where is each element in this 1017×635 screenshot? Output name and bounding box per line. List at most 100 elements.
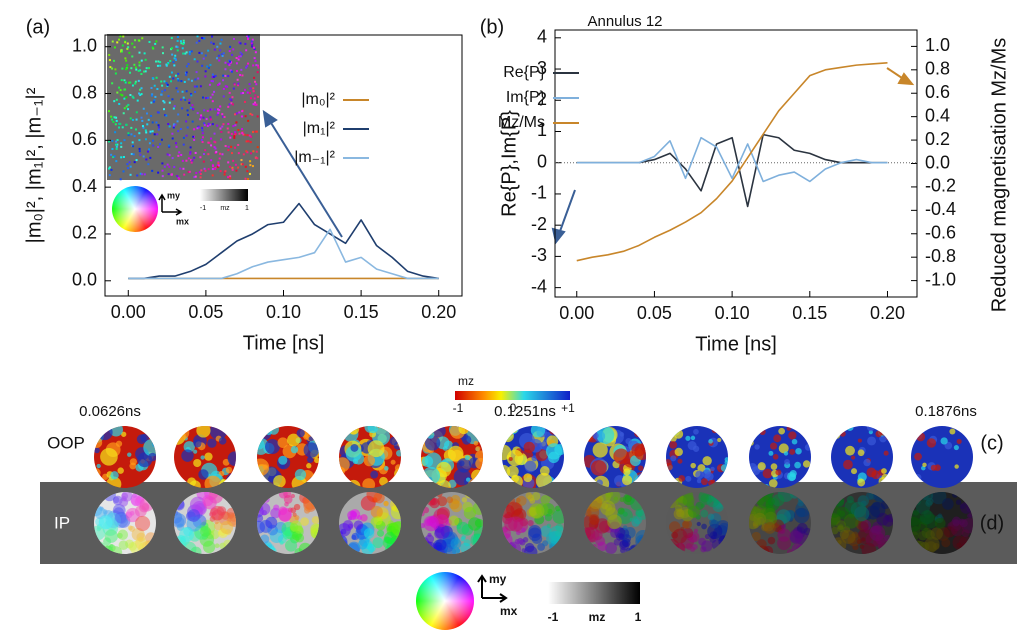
annotation-arrow <box>262 109 576 245</box>
snapshot-blob <box>138 536 144 542</box>
inset-dot <box>222 52 225 55</box>
snapshot-blob <box>613 496 618 501</box>
inset-dot <box>211 165 214 168</box>
inset-dot <box>125 68 128 71</box>
inset-dot <box>124 88 127 91</box>
inset-dot <box>254 59 257 62</box>
inset-dot <box>200 138 203 141</box>
inset-dot <box>112 156 115 159</box>
snapshot-blob <box>350 443 359 452</box>
snapshot-blob <box>339 457 350 472</box>
inset-dot <box>137 69 140 72</box>
inset-dot <box>147 163 150 166</box>
inset-dot <box>129 117 132 120</box>
snapshot-blob <box>515 497 521 503</box>
oop-snapshot <box>257 426 319 488</box>
inset-dot <box>188 50 191 53</box>
inset-dot <box>187 62 190 65</box>
inset-dot <box>232 87 235 90</box>
snapshot-blob <box>954 464 959 469</box>
inset-dot <box>242 92 245 95</box>
inset-dot <box>159 61 162 64</box>
x-tick-label: 0.20 <box>870 303 905 323</box>
inset-dot <box>189 146 192 149</box>
inset-dot <box>203 109 206 112</box>
y-tick-label: 3 <box>537 58 547 78</box>
inset-dot <box>231 103 234 106</box>
snapshot-blob <box>535 449 548 462</box>
snapshot-blob <box>941 538 951 548</box>
inset-dot <box>237 129 240 132</box>
inset-dot <box>180 80 183 83</box>
panel-label: (b) <box>480 16 504 38</box>
snapshot-blob <box>289 523 299 532</box>
y-tick-label: 1.0 <box>72 35 97 55</box>
snapshot-blob <box>303 434 309 440</box>
inset-dot <box>174 123 177 126</box>
snapshot-blob <box>392 426 400 431</box>
snapshot-blob <box>955 499 962 505</box>
inset-dot <box>144 129 147 132</box>
inset-dot <box>123 79 126 82</box>
inset-dot <box>113 155 116 158</box>
inset-dot <box>254 51 257 54</box>
inset-dot <box>114 131 117 134</box>
y2-tick-label: 0.8 <box>925 59 950 79</box>
inset-dot <box>207 122 210 125</box>
inset-dot <box>251 165 254 168</box>
snapshot-blob <box>749 426 760 437</box>
snapshot-blob <box>911 516 921 532</box>
snapshot-blob <box>190 546 202 554</box>
inset-dot <box>147 67 150 70</box>
snapshot-blob <box>530 426 546 438</box>
snapshot-blob <box>674 447 683 457</box>
snapshot-blob <box>592 530 603 541</box>
inset-dot <box>161 175 164 178</box>
inset-dot <box>132 145 135 148</box>
snapshot-blob <box>453 468 471 486</box>
snapshot-blob <box>669 440 678 449</box>
inset-dot <box>153 133 156 136</box>
snapshot-blob <box>781 524 786 530</box>
snapshot-blob <box>132 492 137 498</box>
inset-dot <box>239 73 242 76</box>
y-tick-label: 0.0 <box>72 270 97 290</box>
snapshot-blob <box>311 516 319 524</box>
key-axis-label: my <box>489 572 507 586</box>
snapshot-blob <box>193 439 202 448</box>
snapshot-blob <box>128 542 137 551</box>
inset-dot <box>155 121 158 124</box>
inset-dot <box>227 145 230 148</box>
inset-dot <box>186 126 189 129</box>
inset-dot <box>144 138 147 141</box>
x-tick-label: 0.10 <box>715 303 750 323</box>
snapshot-blob <box>268 426 280 435</box>
snapshot-blob <box>696 521 701 527</box>
inset-dot <box>131 95 134 98</box>
snapshot-blob <box>198 469 209 480</box>
inset-dot <box>253 57 256 60</box>
legend-label: Re{P} <box>503 64 545 81</box>
snapshot-blob <box>624 494 632 503</box>
inset-dot <box>115 119 118 122</box>
inset-dot <box>109 66 112 69</box>
inset-dot <box>168 75 171 78</box>
snapshot-blob <box>456 458 472 473</box>
snapshot-blob <box>690 435 696 441</box>
snapshot-blob <box>135 537 148 550</box>
inset-dot <box>181 159 184 162</box>
snapshot-blob <box>673 429 684 439</box>
inset-dot <box>203 167 206 170</box>
inset-dot <box>161 52 164 55</box>
inset-dot <box>255 150 258 153</box>
inset-dot <box>175 142 178 145</box>
snapshot-blob <box>421 455 434 468</box>
inset-dot <box>256 146 259 149</box>
inset-dot <box>171 98 174 101</box>
inset-dot <box>112 120 115 123</box>
inset-dot <box>237 166 240 169</box>
snapshot-blob <box>521 527 526 533</box>
snapshot-blob <box>701 540 713 552</box>
snapshot-blob <box>881 468 887 474</box>
